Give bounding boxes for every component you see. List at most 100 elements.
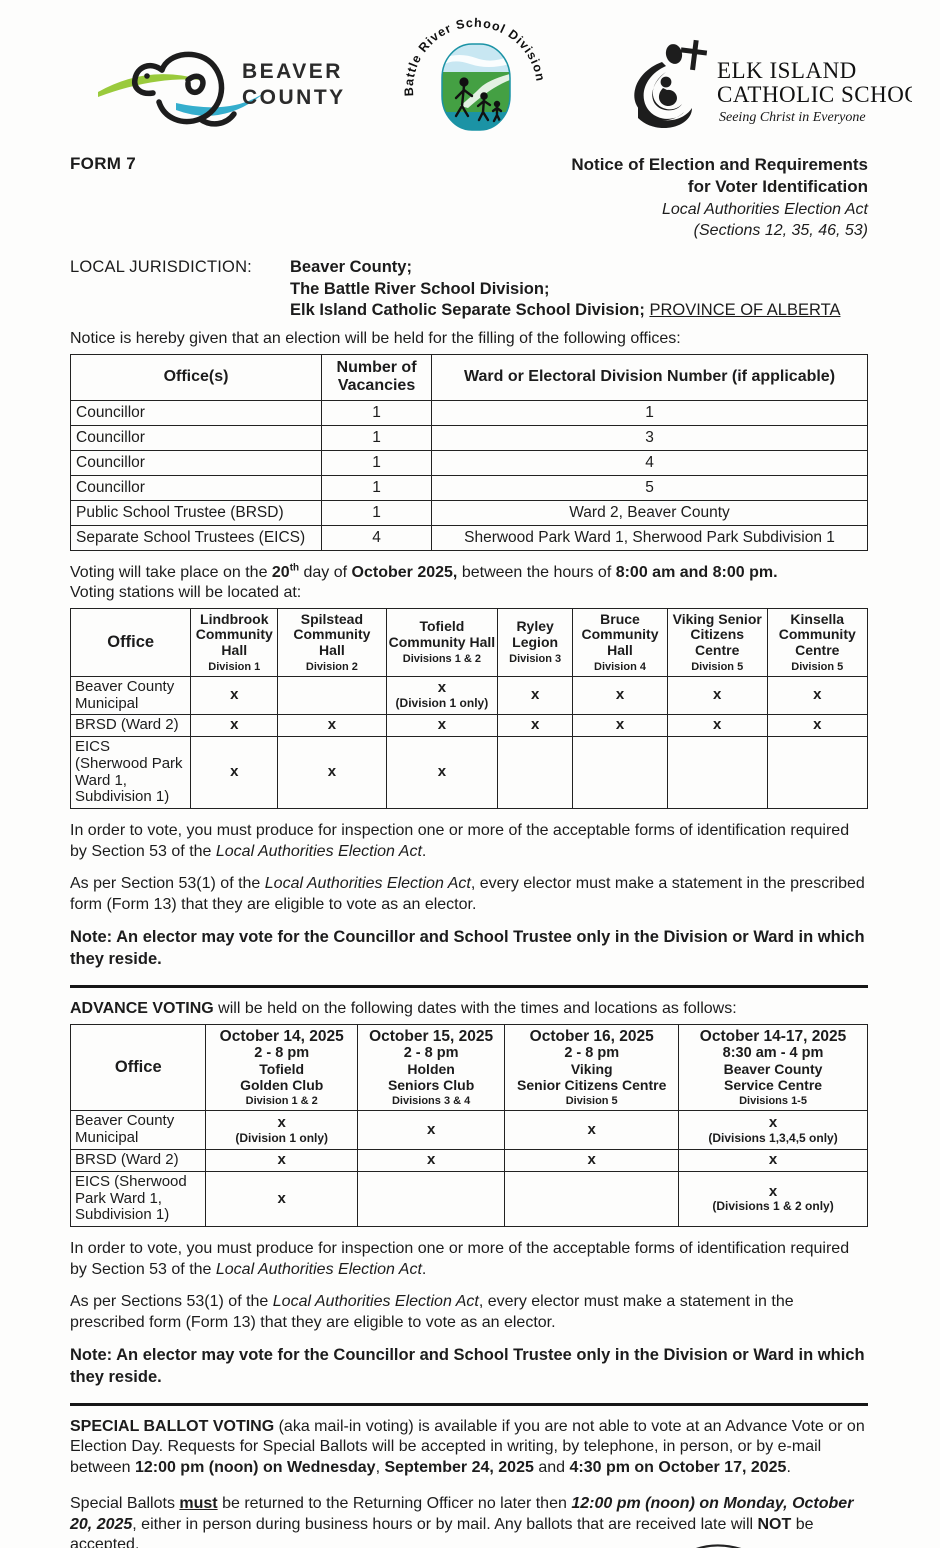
venue-name: Tofield Community Hall: [388, 618, 496, 651]
x-mark: x: [530, 716, 540, 734]
station-mark-cell: x (Division 1 only): [205, 1110, 358, 1151]
text-run: Local Authorities Election Act: [272, 1293, 479, 1311]
x-mark: x: [587, 1151, 596, 1169]
station-mark-cell: x: [205, 1149, 358, 1172]
advance-venue-line2: Senior Citizens Centre: [517, 1076, 667, 1093]
voting-day-paragraph: Voting will take place on the 20th day o…: [70, 563, 868, 583]
beaver-eye-icon: [144, 73, 150, 79]
station-mark-cell: x: [356, 1110, 506, 1151]
advance-time: 2 - 8 pm: [254, 1045, 310, 1062]
station-mark-cell: [497, 736, 574, 810]
text-run: SPECIAL BALLOT VOTING: [70, 1417, 275, 1435]
venue-name: Bruce Community Hall: [581, 610, 659, 658]
x-mark: x: [277, 1114, 286, 1132]
id-requirement-paragraph-1: In order to vote, you must produce for i…: [70, 821, 868, 862]
text-run: In order to vote, you must produce for i…: [70, 822, 850, 860]
act-sections: (Sections 12, 35, 46, 53): [693, 221, 868, 239]
x-mark: x: [437, 763, 447, 781]
advance-column-header: October 14-17, 2025 8:30 am - 4 pm Beaver …: [678, 1023, 868, 1112]
advance-voting-heading: ADVANCE VOTING will be held on the follo…: [70, 999, 868, 1019]
eics-logo-tagline: Seeing Christ in Everyone: [719, 110, 866, 125]
text-run: .: [421, 1260, 427, 1278]
logo-header: BEAVER COUNTY: [70, 16, 912, 140]
row-office-label: EICS (Sherwood Park Ward 1, Subdivision …: [69, 1170, 207, 1228]
stations-column-header: Lindbrook Community Hall Division 1: [190, 607, 279, 677]
signature-icon: [695, 1544, 742, 1548]
text-run: Special Ballots: [70, 1495, 180, 1513]
stations-column-header: Ryley Legion Division 3: [497, 607, 574, 677]
advance-column-header: October 14, 2025 2 - 8 pm Tofield Golden Cl…: [205, 1023, 358, 1112]
stations-office-header: Office: [69, 607, 192, 677]
section-divider: [70, 985, 868, 989]
jurisdiction-line2: The Battle River School Division;: [290, 279, 550, 298]
text-run: be returned to the Returning Officer no …: [217, 1495, 572, 1513]
text-run: , either in person during business hours…: [132, 1515, 758, 1533]
x-mark: x: [813, 716, 822, 734]
battle-river-school-division-logo-icon: Battle River School Division: [402, 16, 547, 131]
id-requirement-paragraph-2: In order to vote, you must produce for i…: [70, 1239, 868, 1280]
station-mark-cell: x: [190, 675, 279, 716]
statement-paragraph-2: As per Sections 53(1) of the Local Autho…: [70, 1292, 868, 1333]
x-mark: x: [713, 716, 722, 734]
advance-column-header: October 15, 2025 2 - 8 pm Holden Seniors Cl…: [356, 1023, 506, 1112]
advance-date: October 14-17, 2025: [699, 1027, 847, 1045]
x-mark: x: [768, 1151, 778, 1169]
stations-header-row: Office Lindbrook Community Hall Division …: [69, 607, 869, 677]
text-run: ADVANCE VOTING: [70, 1000, 214, 1018]
text-run: , every elector must make a statement in…: [70, 875, 865, 913]
office-value-cell: 4: [431, 449, 868, 476]
station-mark-cell: [572, 736, 668, 810]
office-name-cell: Public School Trustee (BRSD): [69, 499, 323, 526]
text-run: 20: [271, 563, 290, 581]
advance-date: October 14, 2025: [219, 1027, 344, 1045]
advance-venue-line1: Holden: [407, 1060, 455, 1077]
office-value-cell: Sherwood Park Ward 1, Sherwood Park Subd…: [431, 524, 868, 551]
division-label: Division 2: [305, 660, 358, 673]
advance-header-row: Office October 14, 2025 2 - 8 pm Tofield Go…: [69, 1023, 868, 1112]
brsd-outline-icon: [441, 43, 511, 131]
division-label: Division 5: [565, 1095, 618, 1108]
station-mark-cell: [766, 736, 869, 810]
office-row: Councillor 1 5: [69, 474, 868, 501]
x-mark: x: [437, 716, 447, 734]
station-mark-cell: x: [666, 714, 768, 738]
text-run: 12:00 pm (noon) on Wednesday: [134, 1458, 376, 1476]
row-office-label: BRSD (Ward 2): [69, 1149, 207, 1172]
text-run: .: [786, 1458, 791, 1476]
station-mark-cell: [666, 736, 768, 810]
advance-venue-line1: Beaver County: [723, 1060, 823, 1077]
notice-intro: Notice is hereby given that an election …: [70, 330, 681, 348]
division-label: Divisions 1 & 2: [402, 652, 482, 665]
brsd-figures-icon: [454, 77, 503, 123]
station-mark-cell: x: [497, 714, 574, 738]
office-value-cell: 5: [431, 474, 868, 501]
offices-table: Office(s) Number of Vacancies Ward or El…: [69, 353, 868, 551]
station-mark-cell: x: [385, 736, 499, 810]
station-mark-cell: x: [666, 675, 768, 716]
text-run: between the hours of: [457, 563, 616, 581]
x-mark: x: [768, 1182, 778, 1200]
signature-block: Margaret JONES Returning Officer: [650, 1534, 868, 1548]
text-run: As per Sections 53(1) of the: [70, 1293, 273, 1311]
text-run: will be held on the following dates with…: [213, 1000, 737, 1018]
statement-paragraph-1: As per Section 53(1) of the Local Author…: [70, 874, 868, 915]
x-mark: x: [277, 1151, 286, 1169]
station-mark-cell: x: [497, 675, 574, 716]
form-number-label: FORM 7: [70, 154, 137, 173]
x-mark: x: [768, 1114, 778, 1132]
x-mark: x: [813, 686, 822, 704]
text-run: day of: [299, 563, 352, 581]
advance-venue-line1: Viking: [570, 1060, 613, 1077]
text-run: (aka mail-in voting) is available if you…: [70, 1417, 865, 1476]
text-run: .: [421, 842, 427, 860]
office-value-cell: 1: [431, 399, 868, 426]
note-paragraph-2: Note: An elector may vote for the Counci…: [70, 1346, 865, 1386]
venue-name: Kinsella Community Centre: [778, 610, 856, 658]
notice-title-block: Notice of Election and Requirements for …: [571, 154, 868, 241]
brsd-teal-band-icon: [442, 112, 510, 130]
station-mark-cell: [504, 1170, 680, 1228]
office-row: Councillor 1 1: [69, 399, 868, 426]
office-value-cell: 3: [431, 424, 868, 451]
beaver-green-swoosh-icon: [98, 74, 202, 97]
office-value-cell: Ward 2, Beaver County: [431, 499, 868, 526]
